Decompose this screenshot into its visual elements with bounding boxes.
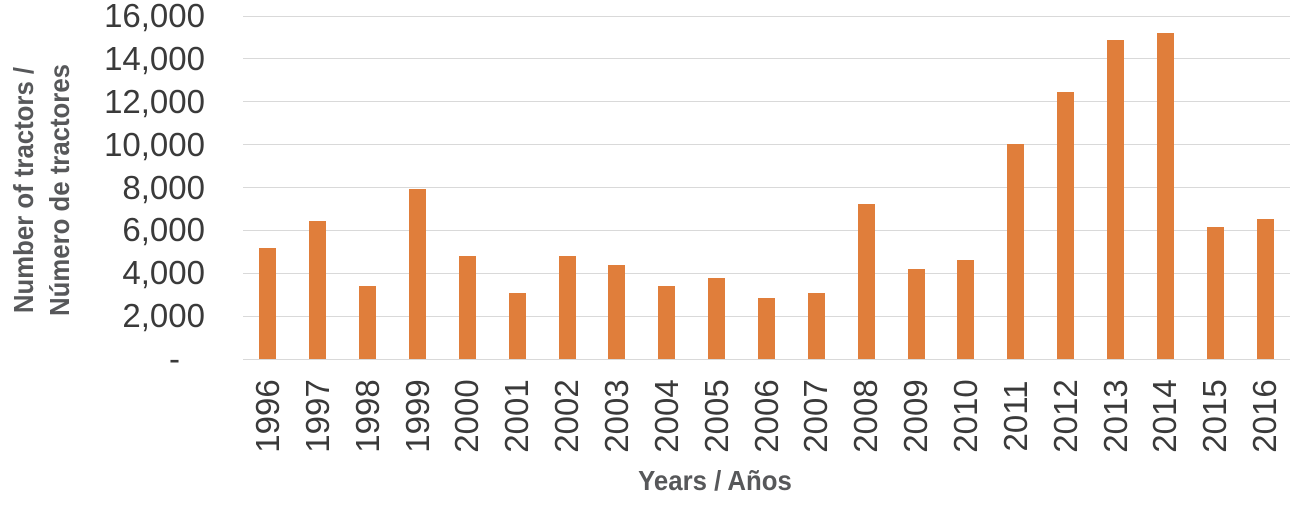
gridline <box>243 101 1290 103</box>
bar-2010 <box>957 260 975 359</box>
x-tick-label: 1996 <box>248 379 286 453</box>
y-tick-label: 12,000 <box>104 82 205 120</box>
y-tick-label: 6,000 <box>122 211 205 249</box>
bar-2006 <box>758 297 775 359</box>
y-tick-label: 8,000 <box>122 168 205 206</box>
x-tick-label: 2012 <box>1046 379 1084 453</box>
x-tick-label: 2009 <box>897 379 935 453</box>
gridline <box>243 229 1290 231</box>
x-tick-label: 2003 <box>597 379 635 453</box>
x-tick-label: 2011 <box>996 380 1034 452</box>
gridline <box>243 58 1290 60</box>
bar-2011 <box>1007 143 1025 359</box>
bar-2008 <box>857 203 875 359</box>
bar-2016 <box>1256 218 1274 359</box>
x-tick-label: 2004 <box>647 379 685 453</box>
x-tick-label: 2006 <box>747 379 785 453</box>
bar-2005 <box>708 277 726 359</box>
bar-2014 <box>1156 33 1174 359</box>
y-tick-label: - <box>169 340 180 377</box>
y-tick-label: 4,000 <box>122 254 205 292</box>
x-tick-label: 1999 <box>398 379 436 453</box>
bar-2004 <box>658 286 676 359</box>
bar-1996 <box>259 247 277 359</box>
x-tick-label: 2013 <box>1096 379 1134 453</box>
bar-2012 <box>1057 92 1075 359</box>
y-tick-label: 16,000 <box>104 0 205 34</box>
y-tick-label: 14,000 <box>104 39 205 77</box>
bar-1999 <box>409 188 426 359</box>
x-tick-label: 1998 <box>348 379 386 453</box>
x-axis-title: Years / Años <box>638 465 792 496</box>
y-tick-label: 2,000 <box>122 297 205 335</box>
x-tick-label: 2014 <box>1146 379 1184 453</box>
bar-2007 <box>807 292 825 359</box>
bar-2003 <box>608 264 626 359</box>
bar-2013 <box>1107 39 1124 359</box>
y-tick-label: 10,000 <box>104 125 205 163</box>
plot-area <box>243 15 1290 360</box>
x-tick-label: 2002 <box>548 379 586 453</box>
x-tick-label: 1997 <box>298 379 336 453</box>
gridline <box>243 144 1290 146</box>
bar-1998 <box>359 286 377 359</box>
bar-2015 <box>1206 227 1224 359</box>
x-tick-label: 2007 <box>797 379 835 453</box>
bar-2002 <box>558 256 576 359</box>
bar-2000 <box>458 256 476 359</box>
x-tick-label: 2010 <box>946 379 984 453</box>
x-tick-label: 2001 <box>498 379 536 453</box>
gridline <box>243 358 1290 360</box>
bar-2009 <box>907 268 925 359</box>
x-tick-label: 2005 <box>697 379 735 453</box>
gridline <box>243 15 1290 17</box>
bar-2001 <box>508 292 526 359</box>
x-tick-label: 2000 <box>448 379 486 453</box>
x-tick-label: 2016 <box>1246 379 1284 453</box>
bar-1997 <box>309 220 327 359</box>
gridline <box>243 187 1290 188</box>
x-tick-label: 2008 <box>847 379 885 453</box>
gridline <box>243 272 1290 274</box>
x-tick-label: 2015 <box>1196 379 1234 453</box>
